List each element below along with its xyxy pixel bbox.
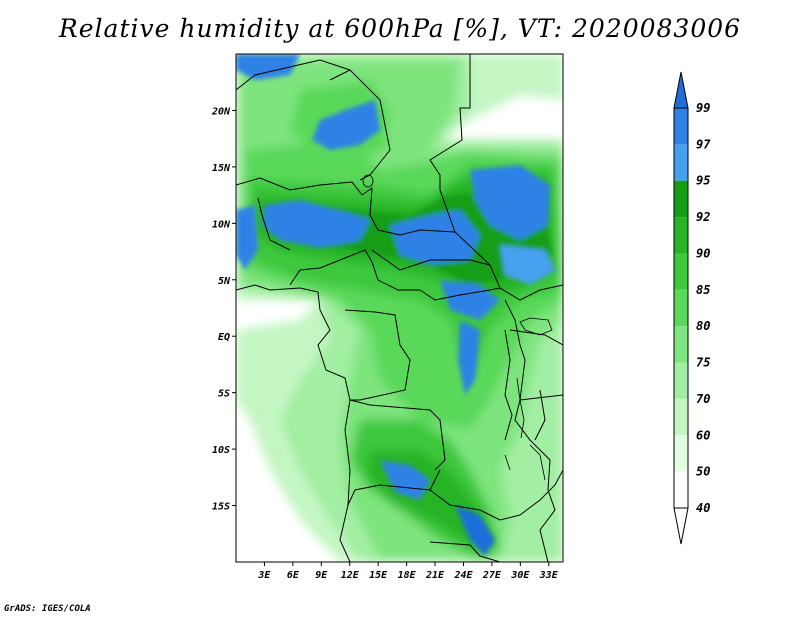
colorbar-label: 85: [696, 283, 710, 297]
lon-tick-label: 30E: [510, 570, 530, 581]
colorbar-box: [674, 435, 688, 472]
colorbar-box: [674, 180, 688, 218]
colorbar-label: 97: [696, 137, 711, 151]
longitude-axis: 3E 6E 9E 12E 15E 18E 21E 24E 27E 30E 33E: [257, 562, 559, 581]
map-title: Relative humidity at 600hPa [%], VT: 202…: [58, 14, 742, 43]
lon-tick-label: 27E: [482, 570, 502, 581]
colorbar-label: 75: [696, 356, 710, 370]
lon-tick-label: 15E: [369, 570, 388, 581]
lon-tick-label: 21E: [425, 570, 445, 581]
country-borders: [236, 54, 563, 562]
colorbar-label: 90: [696, 246, 710, 260]
colorbar-box: [674, 471, 688, 508]
colorbar-label: 99: [696, 101, 710, 115]
colorbar-top-arrow: [673, 71, 689, 109]
humidity-field: [236, 54, 563, 562]
colorbar-box: [674, 289, 688, 327]
map-frame: [235, 53, 564, 563]
colorbar-box: [674, 362, 688, 399]
colorbar-box: [674, 144, 688, 181]
lon-tick-label: 12E: [341, 570, 360, 581]
colorbar-label: 80: [696, 319, 710, 333]
colorbar-box: [674, 217, 688, 254]
lakes: [362, 174, 553, 481]
colorbar-bottom-arrow: [673, 507, 689, 545]
lat-tick-label: 20N: [211, 106, 231, 117]
colorbar-box: [674, 398, 688, 436]
lat-tick-label: 10S: [212, 445, 230, 456]
lat-tick-label: EQ: [218, 332, 230, 343]
lon-tick-label: 24E: [453, 570, 473, 581]
lat-tick-label: 10N: [212, 219, 231, 230]
colorbar-box: [674, 253, 688, 290]
lon-tick-label: 6E: [287, 570, 300, 581]
colorbar-label: 60: [696, 428, 710, 442]
lon-tick-label: 3E: [257, 570, 271, 581]
colorbar-label: 40: [696, 501, 710, 515]
lat-tick-label: 5S: [218, 389, 230, 400]
lon-tick-label: 33E: [539, 570, 559, 581]
colorbar-box: [674, 326, 688, 363]
lat-tick-label: 15S: [212, 502, 230, 513]
colorbar-label: 95: [696, 174, 710, 188]
colorbar: 99 97 95 92 90 85 80 75 70 60 50 40: [673, 71, 711, 545]
grads-credit: GrADS: IGES/COLA: [4, 604, 91, 614]
colorbar-label: 50: [696, 465, 710, 479]
colorbar-box: [674, 108, 688, 145]
lat-tick-label: 5N: [218, 276, 231, 287]
lat-tick-label: 15N: [212, 163, 231, 174]
lon-tick-label: 18E: [398, 570, 417, 581]
latitude-axis: 20N 15N 10N 5N EQ 5S 10S 15S: [211, 106, 236, 513]
colorbar-label: 92: [696, 210, 710, 224]
lon-tick-label: 9E: [315, 570, 328, 581]
colorbar-label: 70: [696, 392, 710, 406]
